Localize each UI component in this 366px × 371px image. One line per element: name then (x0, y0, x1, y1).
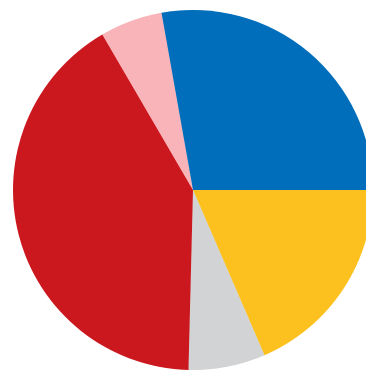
pie-slice-4 (102, 12, 193, 191)
pie-slice-2 (188, 190, 265, 370)
pie-slice-3 (13, 34, 194, 370)
pie-slice-5 (161, 10, 366, 190)
pie-slice-1 (193, 190, 366, 356)
